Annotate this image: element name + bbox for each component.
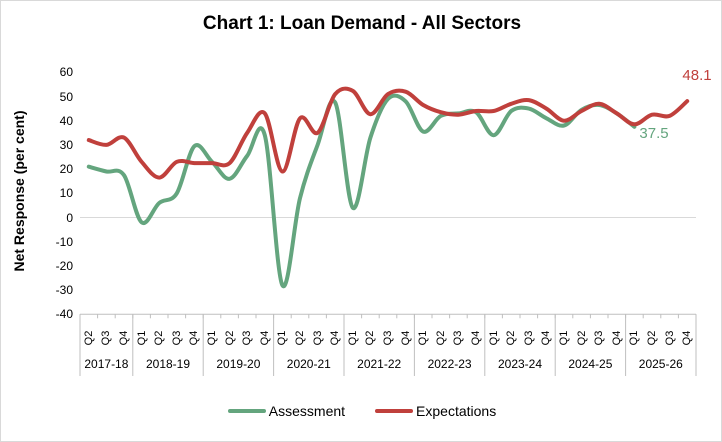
x-quarter-label: Q1 [206,330,218,346]
x-quarter-label: Q3 [663,330,676,346]
data-label-expectations: 48.1 [682,67,712,84]
x-quarter-label: Q3 [170,330,183,346]
x-quarter-label: Q1 [558,330,570,346]
x-quarter-label: Q3 [100,330,113,346]
x-year-label: 2019-20 [216,357,261,371]
x-quarter-label: Q1 [346,330,359,346]
x-quarter-label: Q2 [153,330,166,346]
x-quarter-label: Q1 [628,330,641,346]
expectations-line-swatch [375,409,414,413]
x-year-label: 2020-21 [286,357,331,371]
chart-title: Chart 1: Loan Demand - All Sectors [202,13,522,34]
x-quarter-label: Q1 [417,330,430,346]
x-quarter-label: Q2 [364,330,377,346]
x-quarter-label: Q2 [294,330,306,346]
x-quarter-label: Q3 [452,330,465,346]
y-tick-label: -20 [55,258,73,273]
x-quarter-label: Q3 [241,330,254,346]
x-quarter-label: Q4 [399,330,412,346]
series-line-expectations [86,86,690,180]
x-year-label: 2024-25 [568,357,613,371]
x-quarter-label: Q1 [276,330,289,346]
x-quarter-label: Q1 [135,330,148,346]
x-quarter-label: Q4 [610,330,623,346]
x-year-label: 2021-22 [357,357,402,371]
x-year-label: 2025-26 [638,357,683,371]
x-quarter-label: Q4 [188,330,201,346]
y-tick-label: 50 [59,89,73,104]
legend-label-expectations: Expectations [416,403,497,419]
x-year-label: 2018-19 [145,357,191,371]
y-tick-label: -30 [55,283,73,298]
legend-label-assessment: Assessment [268,403,346,419]
x-quarter-label: Q2 [434,330,447,346]
y-tick-label: 40 [59,113,73,128]
x-quarter-label: Q3 [522,330,535,346]
x-year-label: 2022-23 [427,357,472,371]
x-quarter-label: Q2 [82,330,95,346]
x-quarter-label: Q4 [118,330,130,346]
x-quarter-label: Q2 [646,330,658,346]
y-tick-label: 20 [59,162,73,177]
y-tick-label: 30 [59,137,73,152]
x-quarter-label: Q3 [593,330,606,346]
x-quarter-label: Q3 [382,330,394,346]
y-tick-label: -10 [55,234,73,249]
y-tick-label: 60 [59,65,73,80]
x-quarter-label: Q4 [329,330,342,346]
legend-item-expectations: Expectations [375,403,496,419]
x-year-label: 2023-24 [497,357,543,371]
assessment-line-swatch [227,409,266,413]
x-quarter-label: Q3 [311,330,324,346]
legend: Assessment Expectations [1,403,722,419]
x-quarter-label: Q1 [487,330,500,346]
x-quarter-label: Q4 [470,330,482,346]
y-tick-label: 0 [66,210,73,225]
x-quarter-label: Q4 [258,330,271,346]
series-line-assessment [86,93,637,289]
x-quarter-label: Q4 [540,330,553,346]
x-quarter-label: Q4 [681,330,694,346]
x-year-label: 2017-18 [84,357,129,371]
legend-item-assessment: Assessment [227,403,346,419]
data-label-assessment: 37.5 [639,125,669,142]
x-quarter-label: Q2 [575,330,588,346]
y-tick-label: 10 [59,186,73,201]
y-tick-label: -40 [55,307,73,322]
x-quarter-label: Q2 [223,330,236,346]
x-quarter-label: Q2 [505,330,518,346]
